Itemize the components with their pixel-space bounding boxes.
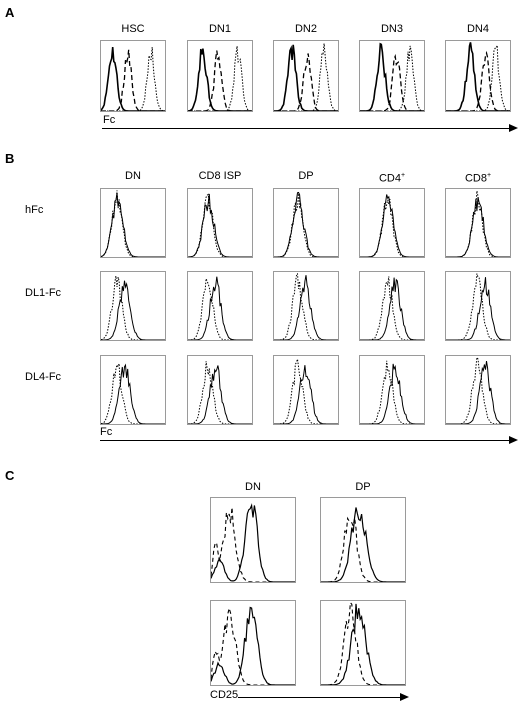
histogram-curve — [446, 277, 510, 340]
histogram-curve — [274, 53, 338, 111]
panel-b-histogram-r2-c3 — [359, 355, 425, 425]
histogram-curve — [360, 360, 424, 424]
histogram-curve — [274, 365, 338, 424]
panel-c-axis-label: CD25 — [210, 689, 239, 701]
histogram-curve — [321, 516, 405, 582]
panel-b-col-header-0: DN — [125, 170, 141, 182]
histogram-curve — [446, 45, 510, 111]
panel-b-axis-arrow — [100, 440, 511, 441]
panel-a-histogram-3 — [359, 40, 425, 112]
panel-a-letter: A — [5, 5, 15, 20]
histogram-curve — [101, 280, 165, 340]
histogram-curve — [101, 47, 165, 111]
panel-c-col-header-0: DN — [245, 481, 261, 493]
panel-b-letter: B — [5, 151, 15, 166]
histogram-curve — [360, 42, 424, 111]
panel-c-histogram-r1-c1 — [320, 600, 406, 686]
histogram-curve — [321, 601, 405, 685]
panel-b-histogram-r2-c1 — [187, 355, 253, 425]
panel-c-histogram-r1-c0 — [210, 600, 296, 686]
histogram-curve — [274, 44, 338, 111]
histogram-curve — [321, 507, 405, 582]
panel-b-histogram-r1-c1 — [187, 271, 253, 341]
panel-b-histogram-r1-c3 — [359, 271, 425, 341]
panel-a-col-header-4: DN4 — [466, 23, 489, 35]
panel-a-col-header-2: DN2 — [294, 23, 317, 35]
histogram-curve — [188, 278, 252, 340]
panel-a-histogram-4 — [445, 40, 511, 112]
histogram-curve — [446, 42, 510, 111]
panel-b-histogram-r0-c4 — [445, 188, 511, 258]
histogram-curve — [446, 50, 510, 111]
histogram-curve — [101, 47, 165, 111]
histogram-curve — [101, 49, 165, 111]
panel-c-histogram-r0-c1 — [320, 497, 406, 583]
panel-c-letter: C — [5, 468, 15, 483]
panel-b-row-label-1: DL1-Fc — [25, 287, 62, 299]
histogram-curve — [360, 277, 424, 340]
histogram-curve — [101, 363, 165, 424]
histogram-curve — [274, 191, 338, 257]
panel-b-row-label-0: hFc — [25, 204, 44, 216]
panel-a-axis-arrowhead — [509, 124, 518, 132]
histogram-curve — [211, 606, 295, 685]
panel-b-col-header-4: CD8+ — [464, 172, 492, 185]
panel-a-col-header-1: DN1 — [208, 23, 231, 35]
panel-b-histogram-r0-c2 — [273, 188, 339, 258]
panel-a-col-header-3: DN3 — [380, 23, 403, 35]
panel-b-histogram-r2-c0 — [100, 355, 166, 425]
histogram-curve — [360, 53, 424, 111]
histogram-curve — [188, 46, 252, 111]
histogram-curve — [101, 275, 165, 340]
histogram-curve — [360, 198, 424, 257]
panel-c-histogram-r0-c0 — [210, 497, 296, 583]
panel-c-col-header-1: DP — [355, 481, 371, 493]
panel-b-col-header-1: CD8 ISP — [198, 170, 242, 182]
panel-b-histogram-r0-c3 — [359, 188, 425, 258]
panel-b-axis-arrowhead — [509, 436, 518, 444]
histogram-curve — [274, 358, 338, 424]
panel-b-histogram-r0-c0 — [100, 188, 166, 258]
panel-b-col-header-3: CD4+ — [378, 172, 406, 185]
histogram-curve — [188, 193, 252, 257]
panel-b-histogram-r1-c0 — [100, 271, 166, 341]
histogram-curve — [188, 361, 252, 424]
histogram-curve — [446, 356, 510, 424]
panel-c-axis-arrowhead — [400, 693, 409, 701]
histogram-curve — [101, 190, 165, 257]
histogram-curve — [321, 603, 405, 685]
histogram-curve — [360, 363, 424, 424]
histogram-curve — [211, 503, 295, 582]
histogram-curve — [446, 273, 510, 340]
histogram-curve — [101, 363, 165, 424]
panel-a-axis-label: Fc — [103, 114, 116, 126]
panel-a-histogram-0 — [100, 40, 166, 112]
histogram-curve — [188, 193, 252, 257]
histogram-curve — [188, 48, 252, 111]
panel-b-row-label-2: DL4-Fc — [25, 371, 62, 383]
histogram-curve — [188, 365, 252, 424]
panel-c-axis-arrow — [238, 697, 402, 698]
histogram-curve — [274, 191, 338, 257]
histogram-curve — [274, 275, 338, 340]
histogram-curve — [211, 507, 295, 582]
panel-b-axis-label: Fc — [100, 426, 113, 438]
panel-b-col-header-2: DP — [298, 170, 314, 182]
histogram-curve — [101, 193, 165, 257]
histogram-curve — [188, 276, 252, 340]
histogram-curve — [360, 276, 424, 340]
panel-b-histogram-r2-c2 — [273, 355, 339, 425]
histogram-curve — [446, 197, 510, 257]
panel-b-histogram-r2-c4 — [445, 355, 511, 425]
panel-a-histogram-2 — [273, 40, 339, 112]
panel-b-histogram-r1-c2 — [273, 271, 339, 341]
histogram-curve — [360, 194, 424, 257]
panel-b-histogram-r0-c1 — [187, 188, 253, 258]
panel-a-axis-arrow — [102, 128, 511, 129]
panel-b-histogram-r1-c4 — [445, 271, 511, 341]
panel-a-col-header-0: HSC — [121, 23, 145, 35]
histogram-curve — [446, 361, 510, 424]
histogram-curve — [274, 273, 338, 340]
panel-a-histogram-1 — [187, 40, 253, 112]
